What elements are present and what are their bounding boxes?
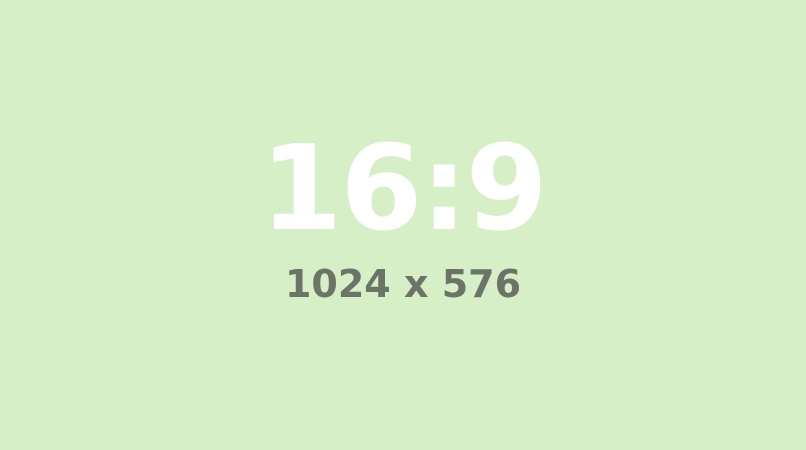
dimensions-label: 1024 x 576 <box>284 262 522 306</box>
aspect-ratio-label: 16:9 <box>260 119 548 257</box>
